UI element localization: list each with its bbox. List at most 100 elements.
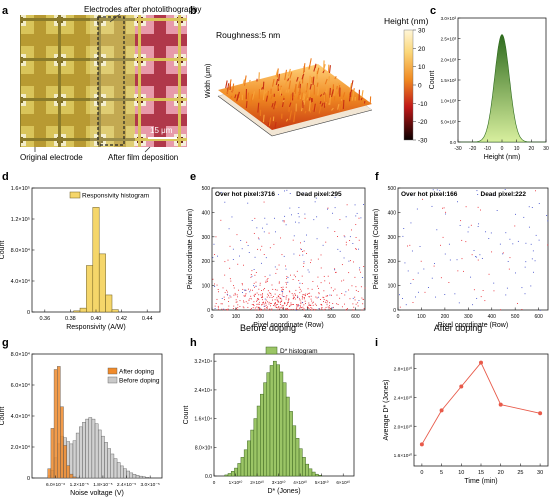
- dead-pixel-point: [547, 220, 549, 222]
- micrograph-top-label: Electrodes after photolithography: [84, 5, 201, 14]
- hot-pixel-point: [355, 248, 357, 250]
- hot-pixel-point: [316, 285, 318, 287]
- hot-pixel-point: [257, 248, 259, 250]
- dstar-time-point: [479, 360, 483, 365]
- hot-pixel-point: [314, 309, 316, 311]
- hot-pixel-point: [361, 297, 363, 299]
- hot-pixel-point: [293, 296, 294, 298]
- hot-pixel-point: [301, 296, 303, 298]
- hot-pixel-point: [482, 290, 484, 291]
- i-xtick-label: 0: [420, 470, 423, 476]
- hot-pixel-point: [253, 304, 255, 306]
- noise-bar-after-doping: [66, 465, 71, 479]
- e-ylabel: Pixel coordinate (Column): [187, 209, 194, 290]
- hot-pixel-point: [349, 298, 351, 300]
- chart-c: -30 -20 -10 0 10 20 30 0.0 5.0×10² 1.0×10³ 1.5×10³…: [429, 16, 549, 161]
- hot-pixel-point: [302, 265, 304, 267]
- hot-pixel-point: [302, 294, 304, 296]
- i-ytick-label: 2.4×10¹⁰: [394, 395, 412, 401]
- hot-pixel-point: [303, 304, 305, 306]
- dead-pixel-point: [289, 193, 291, 195]
- surface-peak: [289, 72, 293, 79]
- surface-peak: [226, 88, 230, 94]
- hot-pixel-point: [285, 286, 287, 288]
- hot-pixel-point: [292, 239, 294, 241]
- responsivity-bar: [105, 294, 113, 313]
- hot-pixel-point: [280, 300, 282, 302]
- hot-pixel-point: [303, 298, 305, 300]
- c-ytick-label: 1.5×10³: [441, 78, 457, 83]
- hot-pixel-point: [287, 301, 289, 303]
- hot-pixel-point: [274, 293, 276, 295]
- hot-pixel-point: [362, 303, 364, 305]
- dead-pixel-point: [509, 238, 511, 240]
- surface-peak: [321, 102, 324, 107]
- hot-pixel-point: [269, 247, 271, 249]
- g-xtick-label: 1.8×10⁻⁵: [93, 482, 112, 488]
- hot-pixel-point: [214, 283, 216, 285]
- d-xtick-label: 0.40: [91, 316, 102, 322]
- hot-pixel-point: [278, 282, 280, 284]
- c-ytick-label: 2.0×10³: [441, 57, 457, 62]
- hot-pixel-point: [216, 298, 218, 300]
- colorbar-tick-label: 20: [418, 46, 426, 53]
- surface-axis-title: Width (μm): [205, 64, 212, 98]
- panel-b: b Roughness:5 nm Width (μm) Height (nm) …: [190, 5, 429, 145]
- dead-pixel-point: [264, 298, 266, 300]
- hot-pixel-point: [221, 303, 223, 305]
- surface-peak: [305, 82, 309, 93]
- hot-pixel-point: [248, 299, 250, 301]
- hot-pixel-point: [254, 274, 256, 276]
- hot-pixel-point: [273, 305, 274, 306]
- surface-peak: [337, 82, 340, 87]
- hot-pixel-point: [363, 266, 365, 267]
- f-ytick-label: 400: [388, 210, 397, 216]
- dead-pixel-point: [334, 269, 336, 271]
- g-ytick-label: 2.0×10⁴: [11, 444, 31, 451]
- surface-peak: [287, 89, 290, 93]
- hot-pixel-point: [274, 302, 276, 303]
- dead-pixel-point: [505, 294, 507, 296]
- hot-pixel-point: [244, 295, 246, 297]
- c-ylabel: Count: [429, 71, 436, 90]
- c-xtick-label: -20: [469, 146, 476, 152]
- surface-peak: [308, 97, 311, 101]
- noise-bar-before-doping: [120, 465, 124, 479]
- e-xtick-label: 600: [351, 314, 360, 320]
- surface-peak: [340, 102, 343, 110]
- surface-peak: [329, 95, 331, 105]
- hot-pixel-point: [271, 296, 273, 298]
- hot-pixel-point: [357, 302, 359, 304]
- dead-pixel-point: [251, 275, 253, 277]
- hot-pixel-point: [257, 298, 259, 300]
- hot-pixel-point: [296, 304, 298, 306]
- hot-pixel-point: [224, 299, 225, 301]
- hot-pixel-point: [238, 289, 239, 291]
- i-xtick-label: 30: [537, 470, 543, 476]
- responsivity-legend-swatch: [69, 191, 81, 199]
- hot-pixel-point: [348, 289, 350, 291]
- hot-pixel-point: [229, 267, 231, 269]
- hot-pixel-point: [300, 307, 302, 309]
- hot-pixel-point: [267, 293, 269, 295]
- surface-peak: [313, 103, 316, 112]
- dead-pixel-point: [322, 244, 324, 246]
- hot-pixel-point: [461, 258, 463, 260]
- surface-peak: [259, 83, 262, 92]
- surface-peak: [257, 102, 260, 113]
- hot-pixel-point: [292, 308, 294, 310]
- panel-a: a Electrodes after photolithography 15 μ…: [2, 5, 201, 162]
- dead-pixel-point: [298, 222, 300, 224]
- hot-pixel-point: [284, 302, 286, 304]
- hot-pixel-point: [258, 307, 260, 309]
- hot-pixel-point: [247, 306, 249, 308]
- noise-bar-before-doping: [69, 443, 74, 479]
- hot-pixel-point: [302, 297, 304, 298]
- noise-bar-before-doping: [88, 417, 93, 479]
- hot-pixel-point: [293, 298, 294, 300]
- c-xtick-label: -10: [484, 146, 491, 152]
- dead-pixel-point: [286, 189, 288, 191]
- noise-bar-before-doping: [110, 453, 115, 479]
- hot-pixel-point: [236, 234, 238, 236]
- hot-pixel-point: [354, 276, 356, 278]
